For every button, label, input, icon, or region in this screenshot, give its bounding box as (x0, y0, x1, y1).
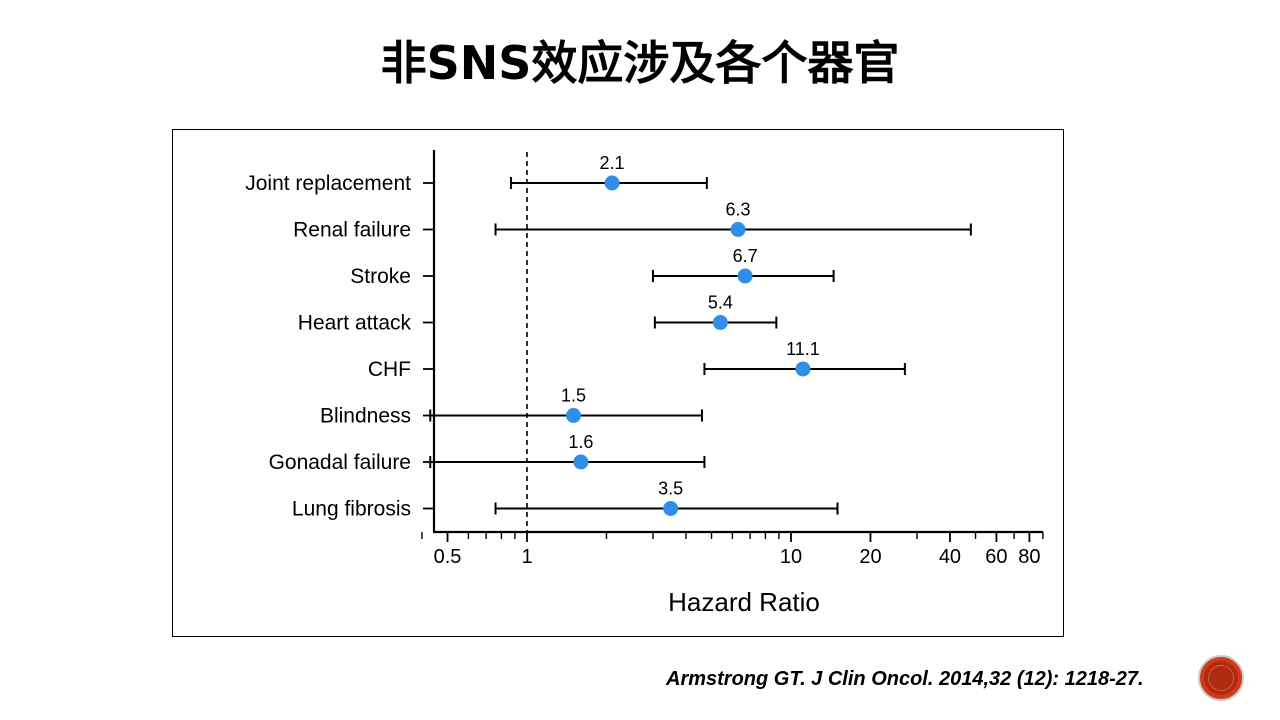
point-estimate (712, 315, 728, 330)
point-estimate (604, 175, 620, 191)
value-label: 6.3 (726, 200, 751, 220)
point-estimate (663, 501, 679, 516)
chart-frame: 0.5 1 10 20 40 60 80 Joint replacement 2.1 Renal… (172, 129, 1064, 637)
point-estimate (795, 361, 811, 377)
citation: Armstrong GT. J Clin Oncol. 2014,32 (12)… (666, 668, 1144, 690)
forest-plot: 0.5 1 10 20 40 60 80 Joint replacement 2.1 Renal… (245, 150, 1044, 617)
x-tick-label: 10 (780, 546, 802, 568)
forest-row: Lung fibrosis 3.5 (292, 479, 839, 521)
value-label: 3.5 (658, 479, 683, 499)
point-estimate (730, 222, 746, 237)
forest-row: Stroke 6.7 (350, 246, 835, 288)
forest-row: Joint replacement 2.1 (245, 153, 708, 195)
x-tick-label: 60 (985, 546, 1007, 568)
forest-row: Gonadal failure 1.6 (269, 432, 706, 474)
value-label: 11.1 (786, 339, 820, 359)
slide-title: 非SNS效应涉及各个器官 (380, 36, 900, 90)
point-estimate (737, 268, 753, 284)
category-label: Joint replacement (245, 172, 411, 195)
forest-row: CHF 11.1 (368, 339, 906, 381)
value-label: 5.4 (708, 293, 733, 313)
category-label: Blindness (320, 405, 411, 428)
x-tick-label: 80 (1018, 546, 1040, 568)
point-estimate (565, 408, 581, 423)
forest-row: Blindness 1.5 (320, 386, 703, 428)
x-tick-label: 1 (521, 546, 532, 568)
x-tick-label: 20 (859, 546, 881, 568)
x-tick-label: 40 (939, 546, 961, 568)
x-tick-label: 0.5 (434, 546, 462, 568)
category-label: Heart attack (298, 312, 412, 335)
category-label: Stroke (350, 265, 411, 288)
category-label: Lung fibrosis (292, 498, 411, 521)
category-label: Renal failure (293, 219, 411, 242)
value-label: 6.7 (733, 246, 758, 266)
value-label: 1.5 (561, 386, 586, 406)
value-label: 1.6 (568, 432, 593, 452)
forest-row: Renal failure 6.3 (293, 200, 972, 242)
category-label: CHF (368, 358, 411, 381)
point-estimate (573, 454, 589, 470)
category-label: Gonadal failure (269, 451, 411, 474)
forest-row: Heart attack 5.4 (298, 293, 778, 335)
value-label: 2.1 (600, 153, 625, 173)
logo-badge-icon (1198, 655, 1244, 701)
x-axis-label: Hazard Ratio (668, 587, 820, 617)
